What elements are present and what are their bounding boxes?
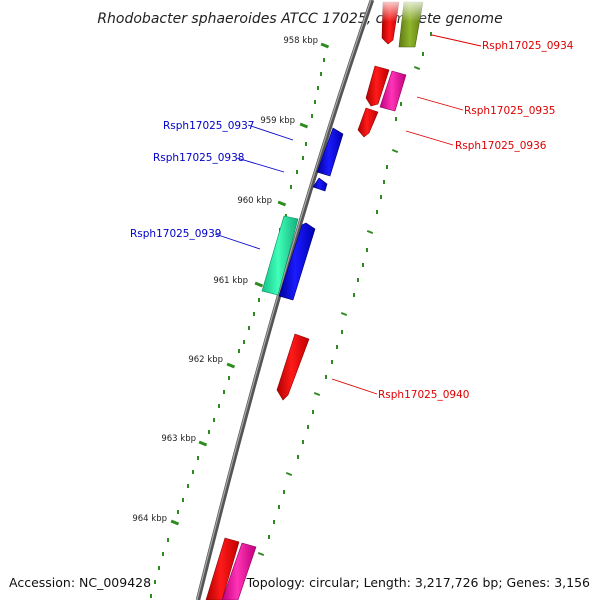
gene-label-rsph17025-0937[interactable]: Rsph17025_0937 bbox=[163, 120, 254, 132]
position-label-962: 962 kbp bbox=[188, 355, 223, 365]
gene-arrow-unlabeled-blue bbox=[278, 222, 316, 301]
inner-tick-track bbox=[150, 58, 325, 598]
position-label-960: 960 kbp bbox=[237, 196, 272, 206]
reverse-genes bbox=[205, 0, 430, 600]
gene-arrow-rsph17025-0938 bbox=[312, 177, 328, 192]
outer-tick-track bbox=[257, 32, 432, 557]
gene-label-rsph17025-0935[interactable]: Rsph17025_0935 bbox=[464, 105, 555, 117]
genome-summary-text: Topology: circular; Length: 3,217,726 bp… bbox=[246, 575, 590, 590]
gene-arrow-rsph17025-0937 bbox=[316, 127, 344, 177]
position-label-961: 961 kbp bbox=[213, 276, 248, 286]
gene-arrow-rsph17025-0935 bbox=[379, 70, 407, 112]
gene-label-rsph17025-0936[interactable]: Rsph17025_0936 bbox=[455, 140, 547, 152]
accession-text: Accession: NC_009428 bbox=[9, 575, 151, 590]
gene-arrow-bottom-pink bbox=[221, 542, 257, 600]
gene-label-rsph17025-0934[interactable]: Rsph17025_0934 bbox=[482, 40, 574, 52]
gene-arrow-rsph17025-0939 bbox=[261, 215, 299, 296]
map-title: Rhodobacter sphaeroides ATCC 17025, comp… bbox=[97, 11, 502, 27]
position-label-958: 958 kbp bbox=[283, 36, 318, 46]
gene-label-rsph17025-0938[interactable]: Rsph17025_0938 bbox=[153, 152, 244, 164]
gene-arrow-rsph17025-0936 bbox=[357, 107, 379, 138]
genome-backbone bbox=[195, 0, 375, 600]
gene-arrow-rsph17025-0935-red bbox=[365, 65, 390, 107]
label-leaders bbox=[214, 34, 482, 395]
gene-arrow-bottom-red bbox=[205, 537, 240, 600]
genome-top-fade bbox=[380, 0, 430, 22]
gene-label-rsph17025-0940[interactable]: Rsph17025_0940 bbox=[378, 389, 469, 401]
position-label-963: 963 kbp bbox=[161, 434, 196, 444]
gene-arrow-rsph17025-0940 bbox=[276, 333, 310, 401]
position-label-959: 959 kbp bbox=[260, 116, 295, 126]
position-label-964: 964 kbp bbox=[132, 514, 167, 524]
kbp-ticks bbox=[170, 42, 330, 526]
forward-genes bbox=[261, 127, 344, 301]
genome-backbone-highlight bbox=[196, 0, 372, 600]
gene-label-rsph17025-0939[interactable]: Rsph17025_0939 bbox=[130, 228, 221, 240]
